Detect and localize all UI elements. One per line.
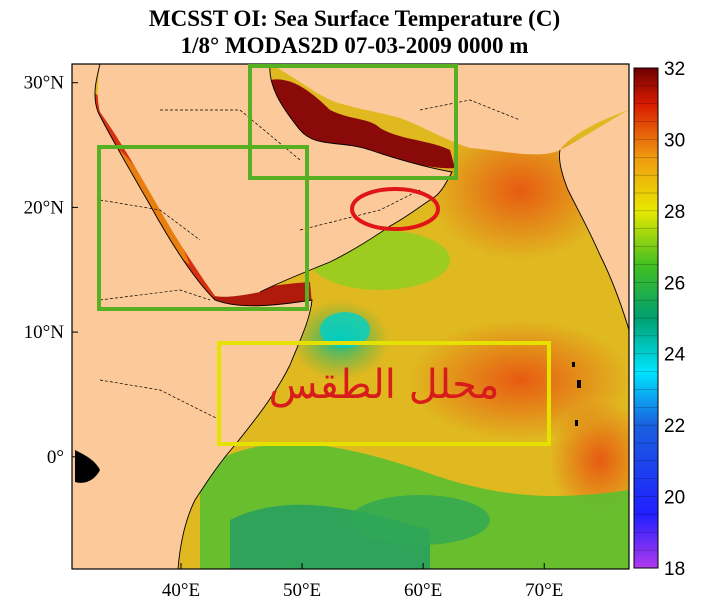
green-box-persian-gulf bbox=[248, 64, 458, 180]
colorbar-label: 30 bbox=[664, 130, 685, 151]
annotation-label: محلل الطقس bbox=[269, 362, 500, 408]
land-arabia bbox=[97, 64, 452, 297]
colorbar-label: 20 bbox=[664, 488, 685, 509]
land-india bbox=[559, 110, 629, 330]
land-asia bbox=[270, 64, 629, 155]
map-area bbox=[72, 64, 629, 569]
green-box-red-sea bbox=[97, 145, 309, 311]
gulf-of-aden bbox=[210, 282, 312, 310]
colorbar-ticks: 18 20 22 24 26 28 30 32 bbox=[634, 59, 686, 580]
lat-tick-label: 20°N bbox=[24, 197, 65, 218]
colorbar-label: 18 bbox=[664, 559, 685, 580]
colorbar-label: 26 bbox=[664, 273, 685, 294]
lat-tick-label: 10°N bbox=[24, 322, 65, 343]
annotation-overlays: محلل الطقس bbox=[97, 64, 551, 446]
lake-victoria bbox=[75, 450, 100, 483]
lon-tick-label: 40°E bbox=[162, 580, 200, 601]
colorbar-label: 22 bbox=[664, 416, 685, 437]
colorbar-label: 32 bbox=[664, 59, 685, 80]
land-africa bbox=[72, 64, 312, 569]
latitude-axis: 30°N 20°N 10°N 0° bbox=[24, 73, 78, 468]
country-borders bbox=[99, 99, 521, 421]
colorbar: 18 20 22 24 26 28 30 32 bbox=[633, 59, 686, 580]
colorbar-label: 28 bbox=[664, 202, 685, 223]
yellow-box-analysis-area bbox=[217, 341, 551, 446]
lat-tick-label: 0° bbox=[47, 447, 64, 468]
red-ellipse-oman bbox=[350, 187, 440, 231]
warm-patch-east bbox=[550, 400, 629, 520]
longitude-axis: 40°E 50°E 60°E 70°E bbox=[162, 563, 563, 601]
lat-tick-label: 30°N bbox=[24, 73, 65, 94]
lon-tick-label: 70°E bbox=[525, 580, 563, 601]
map-subtitle: 1/8° MODAS2D 07-03-2009 0000 m bbox=[180, 33, 529, 58]
map-title: MCSST OI: Sea Surface Temperature (C) bbox=[148, 6, 561, 31]
colorbar-label: 24 bbox=[664, 345, 686, 366]
lon-tick-label: 50°E bbox=[283, 580, 321, 601]
persian-gulf bbox=[270, 79, 455, 169]
lon-tick-label: 60°E bbox=[404, 580, 442, 601]
